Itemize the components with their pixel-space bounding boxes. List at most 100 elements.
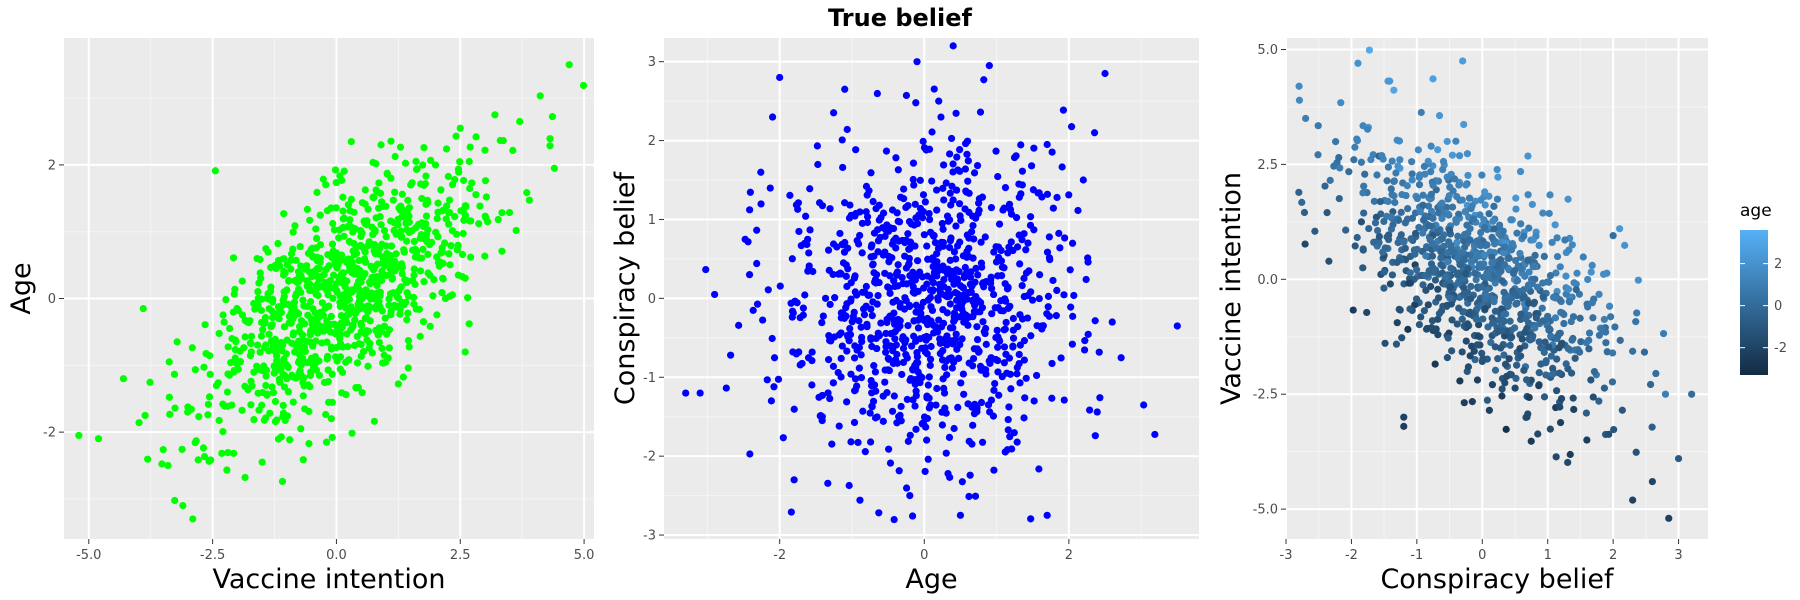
data-point bbox=[969, 421, 977, 429]
data-point bbox=[215, 416, 223, 425]
data-point bbox=[1520, 292, 1528, 300]
data-point bbox=[188, 344, 196, 352]
data-point bbox=[994, 172, 1002, 181]
data-point bbox=[1483, 396, 1491, 404]
data-point bbox=[1380, 217, 1388, 226]
data-point bbox=[279, 401, 287, 410]
data-point bbox=[1013, 363, 1021, 372]
data-point bbox=[1434, 146, 1442, 154]
data-point bbox=[1610, 426, 1618, 434]
data-point bbox=[438, 289, 446, 297]
data-point bbox=[346, 207, 354, 215]
data-point bbox=[231, 336, 239, 344]
data-point bbox=[933, 186, 941, 194]
data-point bbox=[1376, 197, 1384, 206]
data-point bbox=[1497, 316, 1505, 324]
data-point bbox=[925, 373, 933, 381]
data-point bbox=[1500, 243, 1509, 251]
data-point bbox=[403, 316, 411, 324]
data-point bbox=[285, 277, 293, 285]
data-point bbox=[405, 343, 413, 351]
data-point bbox=[1359, 264, 1367, 272]
data-point bbox=[970, 345, 978, 353]
data-point bbox=[166, 410, 174, 418]
data-point bbox=[1323, 209, 1331, 217]
data-point bbox=[872, 387, 880, 395]
data-point bbox=[200, 363, 208, 371]
data-point bbox=[1388, 190, 1396, 199]
data-point bbox=[682, 389, 690, 397]
data-point bbox=[1513, 276, 1522, 285]
data-point bbox=[1269, 115, 1276, 122]
data-point bbox=[234, 306, 243, 315]
data-point bbox=[281, 416, 289, 425]
data-point bbox=[433, 214, 441, 223]
data-point bbox=[230, 290, 238, 298]
data-point bbox=[1013, 438, 1021, 446]
data-point bbox=[950, 424, 958, 433]
data-point bbox=[389, 289, 398, 297]
data-point bbox=[904, 321, 912, 330]
data-point bbox=[768, 113, 777, 121]
data-point bbox=[291, 340, 299, 349]
data-point bbox=[289, 331, 297, 339]
data-point bbox=[995, 220, 1004, 228]
data-point bbox=[372, 214, 380, 222]
data-point bbox=[328, 370, 336, 378]
data-point bbox=[416, 332, 424, 340]
data-point bbox=[274, 435, 283, 443]
data-point bbox=[870, 362, 878, 370]
data-point bbox=[745, 271, 754, 279]
data-point bbox=[957, 216, 965, 224]
data-point bbox=[1372, 213, 1380, 221]
data-point bbox=[250, 415, 258, 424]
data-point bbox=[1417, 108, 1425, 117]
data-point bbox=[1499, 249, 1507, 257]
data-point bbox=[274, 303, 282, 311]
data-point bbox=[787, 508, 795, 516]
data-point bbox=[1391, 198, 1399, 207]
data-point bbox=[319, 175, 327, 183]
data-point bbox=[1525, 393, 1533, 402]
data-point bbox=[1579, 253, 1587, 261]
y-tick-label: -2 bbox=[43, 426, 56, 441]
data-point bbox=[335, 277, 343, 285]
data-point bbox=[1477, 283, 1485, 291]
data-point bbox=[220, 318, 228, 326]
data-point bbox=[247, 377, 255, 385]
data-point bbox=[890, 309, 898, 317]
data-point bbox=[1413, 266, 1421, 274]
x-tick-label: -2.5 bbox=[200, 548, 225, 563]
data-point bbox=[851, 272, 859, 280]
data-point bbox=[894, 282, 902, 290]
data-point bbox=[238, 406, 246, 414]
data-point bbox=[1015, 350, 1023, 359]
data-point bbox=[1489, 319, 1497, 327]
data-point bbox=[884, 366, 892, 374]
data-point bbox=[1535, 382, 1543, 390]
color-legend: age-202 bbox=[1740, 201, 1787, 375]
data-point bbox=[953, 153, 961, 161]
legend-tick-label: 2 bbox=[1774, 257, 1782, 272]
data-point bbox=[262, 245, 270, 253]
data-point bbox=[982, 340, 990, 348]
data-point bbox=[854, 438, 862, 447]
data-point bbox=[926, 361, 934, 370]
data-point bbox=[841, 238, 849, 247]
data-point bbox=[1393, 258, 1401, 267]
data-point bbox=[1074, 206, 1082, 215]
data-point bbox=[1408, 170, 1416, 178]
data-point bbox=[757, 200, 765, 208]
data-point bbox=[309, 305, 317, 313]
data-point bbox=[199, 444, 208, 452]
data-point bbox=[229, 254, 238, 262]
data-point bbox=[972, 264, 980, 272]
data-point bbox=[893, 419, 901, 427]
data-point bbox=[1555, 369, 1564, 377]
data-point bbox=[448, 291, 456, 299]
x-tick-label: 1 bbox=[1544, 548, 1552, 563]
data-point bbox=[808, 348, 816, 356]
data-point bbox=[442, 215, 450, 223]
data-point bbox=[1490, 240, 1499, 248]
data-point bbox=[830, 109, 838, 117]
